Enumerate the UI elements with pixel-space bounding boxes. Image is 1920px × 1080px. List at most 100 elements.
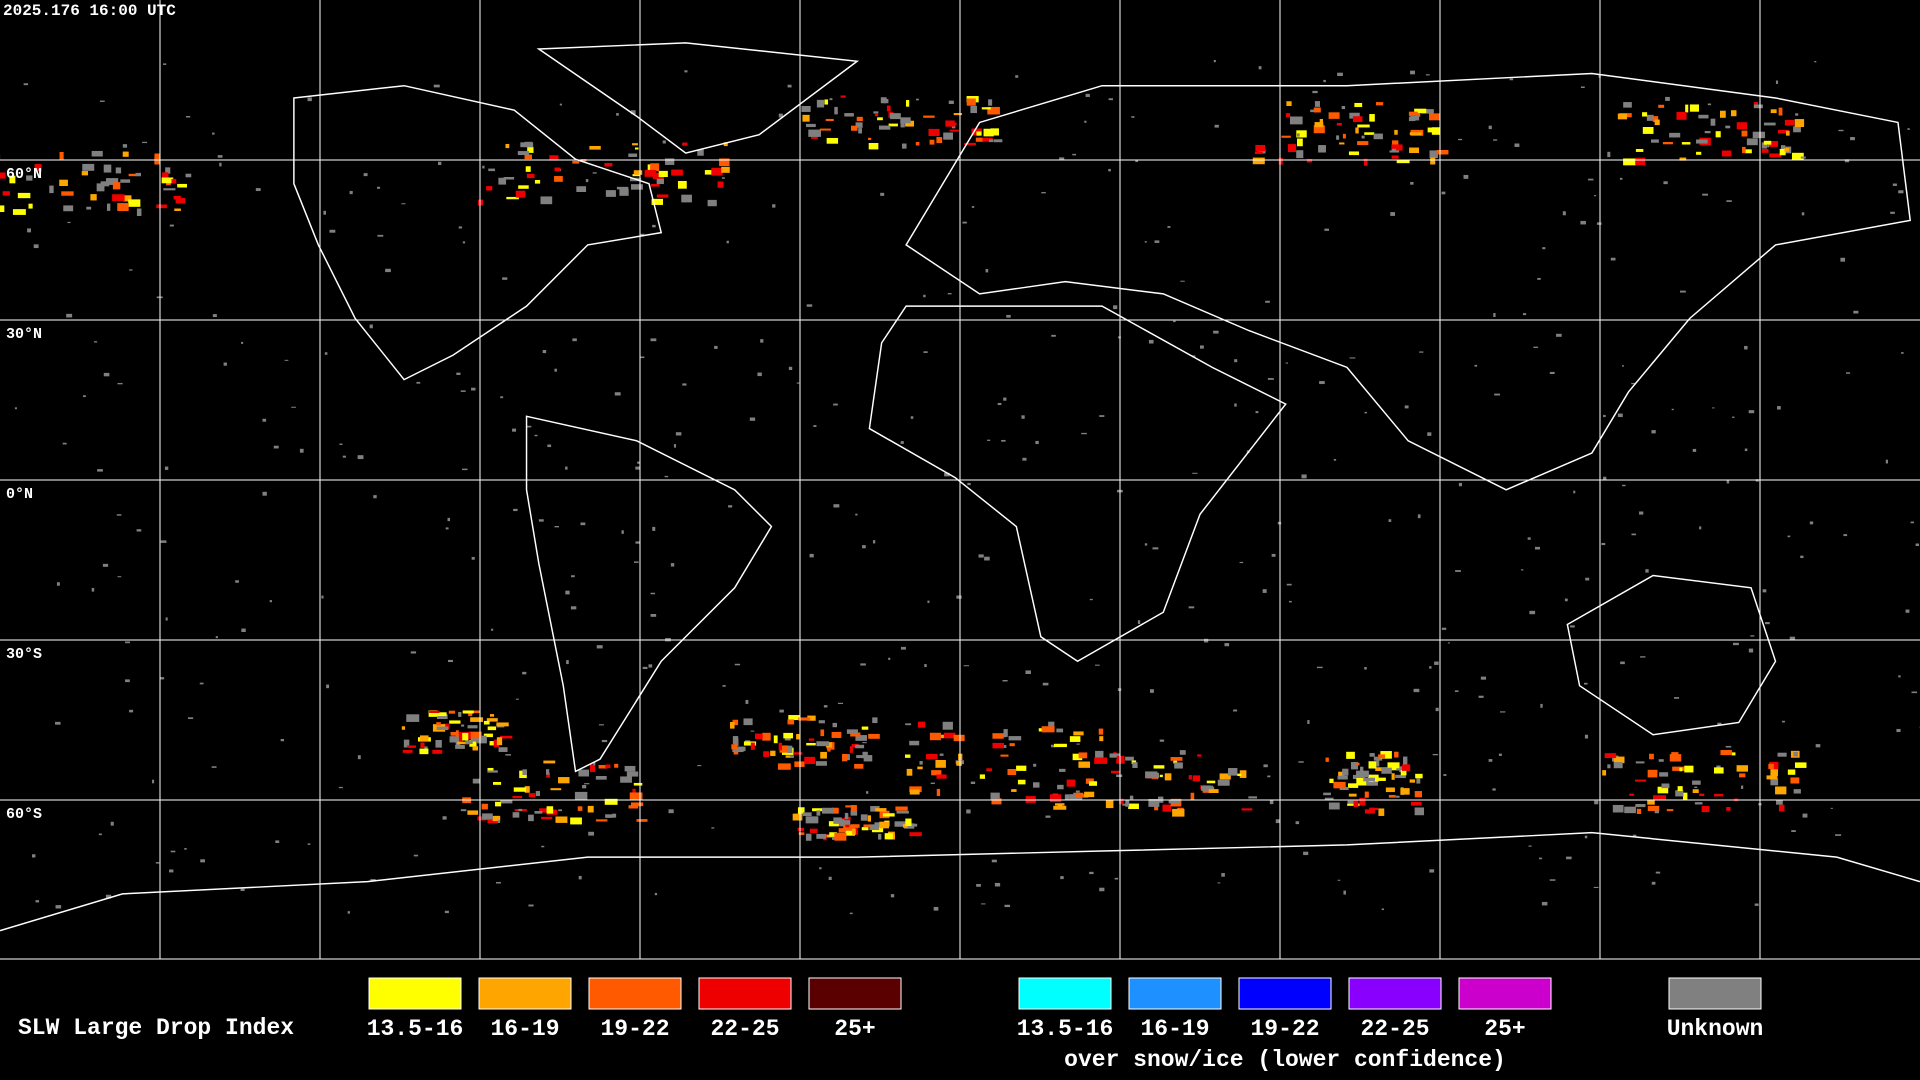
unknown-patch <box>1509 78 1514 81</box>
index-patch <box>808 129 821 137</box>
greenland <box>536 42 860 154</box>
unknown-patch <box>1447 642 1451 644</box>
index-patch <box>570 817 582 825</box>
unknown-patch <box>1395 795 1400 798</box>
unknown-patch <box>1907 128 1910 130</box>
index-patch <box>1635 761 1645 764</box>
unknown-patch <box>1003 734 1006 738</box>
index-patch <box>1399 766 1405 773</box>
index-patch <box>489 741 498 746</box>
unknown-patch <box>890 894 895 898</box>
unknown-patch <box>1234 403 1237 407</box>
unknown-patch <box>1593 195 1597 197</box>
unknown-patch <box>471 387 476 391</box>
index-patch <box>457 741 469 745</box>
unknown-patch <box>1632 834 1637 838</box>
index-patch <box>1669 754 1682 762</box>
unknown-patch <box>1271 553 1276 557</box>
unknown-patch <box>571 575 575 578</box>
index-patch <box>1363 777 1376 782</box>
index-patch <box>1721 150 1732 157</box>
index-patch <box>820 729 825 737</box>
index-patch <box>154 156 161 165</box>
unknown-patch <box>373 495 377 499</box>
index-patch <box>1742 146 1746 154</box>
index-patch <box>834 106 838 115</box>
unknown-patch <box>947 292 952 295</box>
index-patch <box>1427 127 1434 133</box>
unknown-patch <box>673 444 677 448</box>
unknown-patch <box>984 556 990 561</box>
unknown-patch <box>1022 457 1027 461</box>
unknown-patch <box>1042 682 1049 686</box>
index-patch <box>863 755 873 762</box>
antarctica <box>0 831 1920 932</box>
unknown-patch <box>1843 534 1848 537</box>
index-patch <box>1649 753 1654 760</box>
index-patch <box>993 139 1003 143</box>
unknown-patch <box>1150 689 1154 693</box>
index-patch <box>794 761 805 767</box>
index-patch <box>165 167 171 174</box>
index-patch <box>732 736 739 744</box>
unknown-patch <box>978 554 984 558</box>
unknown-patch <box>1095 664 1100 666</box>
index-patch <box>419 748 429 755</box>
index-patch <box>862 751 868 759</box>
index-patch <box>496 722 509 727</box>
unknown-patch <box>963 665 970 667</box>
index-patch <box>861 726 869 730</box>
unknown-patch <box>212 314 217 318</box>
unknown-patch <box>1617 413 1623 418</box>
index-patch <box>1675 790 1684 797</box>
unknown-patch <box>1562 211 1566 216</box>
index-patch <box>981 107 991 110</box>
index-patch <box>796 734 800 740</box>
unknown-patch <box>650 338 657 342</box>
index-patch <box>942 721 953 730</box>
unknown-patch <box>1404 405 1409 409</box>
index-patch <box>832 722 838 728</box>
index-patch <box>1763 140 1772 145</box>
unknown-patch <box>1144 543 1148 546</box>
unknown-patch <box>416 381 421 384</box>
index-patch <box>798 717 811 721</box>
index-patch <box>177 183 187 188</box>
unknown-patch <box>1603 476 1607 480</box>
index-patch <box>1669 132 1681 138</box>
unknown-patch <box>1085 93 1090 98</box>
unknown-patch <box>1702 193 1709 196</box>
index-patch <box>1720 750 1732 756</box>
index-patch <box>401 726 406 730</box>
unknown-patch <box>347 911 351 914</box>
index-patch <box>868 137 872 141</box>
index-patch <box>805 816 819 824</box>
unknown-patch <box>528 904 534 907</box>
index-patch <box>846 754 850 761</box>
unknown-patch <box>542 349 547 354</box>
index-patch <box>1078 761 1091 768</box>
index-patch <box>1778 107 1783 116</box>
index-patch <box>1318 145 1326 153</box>
latitude-label: 30°S <box>6 646 42 663</box>
index-patch <box>1328 802 1340 810</box>
index-patch <box>407 745 416 748</box>
unknown-patch <box>944 472 950 477</box>
index-patch <box>880 97 887 104</box>
index-patch <box>816 810 821 816</box>
unknown-patch <box>1391 148 1396 152</box>
index-patch <box>518 808 523 812</box>
index-patch <box>620 776 632 783</box>
index-patch <box>1647 769 1658 778</box>
index-patch <box>86 206 92 210</box>
index-patch <box>656 194 669 198</box>
index-patch <box>1736 765 1749 772</box>
index-patch <box>1378 754 1386 759</box>
index-patch <box>956 761 962 766</box>
index-patch <box>697 149 704 156</box>
index-patch <box>1658 104 1665 108</box>
unknown-patch <box>1620 661 1625 665</box>
index-patch <box>1348 151 1360 156</box>
index-patch <box>82 163 95 171</box>
index-patch <box>470 717 484 722</box>
